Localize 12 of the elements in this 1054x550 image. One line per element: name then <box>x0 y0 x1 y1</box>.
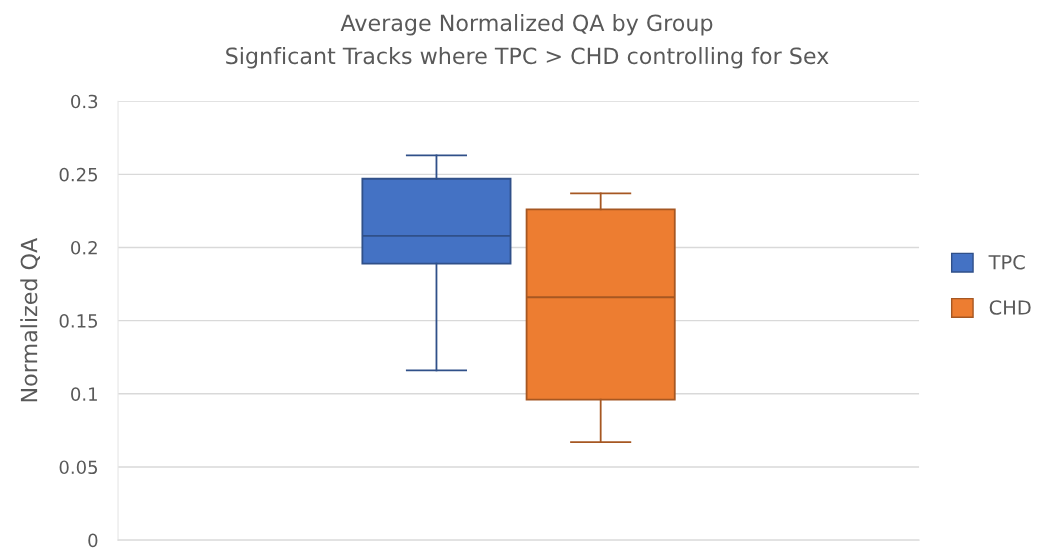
legend-label: TPC <box>988 254 1025 270</box>
chart-title: Average Normalized QA by Group <box>340 14 713 36</box>
y-tick-label: 0.3 <box>71 94 98 109</box>
y-tick-label: 0.15 <box>59 314 98 328</box>
y-tick-label: 0.25 <box>59 167 98 182</box>
chart-subtitle: Signficant Tracks where TPC > CHD controlling for Sex <box>226 47 829 69</box>
y-axis-title: Normalized QA <box>20 237 40 402</box>
legend-label: CHD <box>989 300 1031 315</box>
y-tick-label: 0.05 <box>59 460 98 475</box>
y-tick-label: 0 <box>88 533 98 548</box>
y-tick-label: 0.1 <box>71 387 97 401</box>
y-tick-label: 0.2 <box>71 240 97 255</box>
